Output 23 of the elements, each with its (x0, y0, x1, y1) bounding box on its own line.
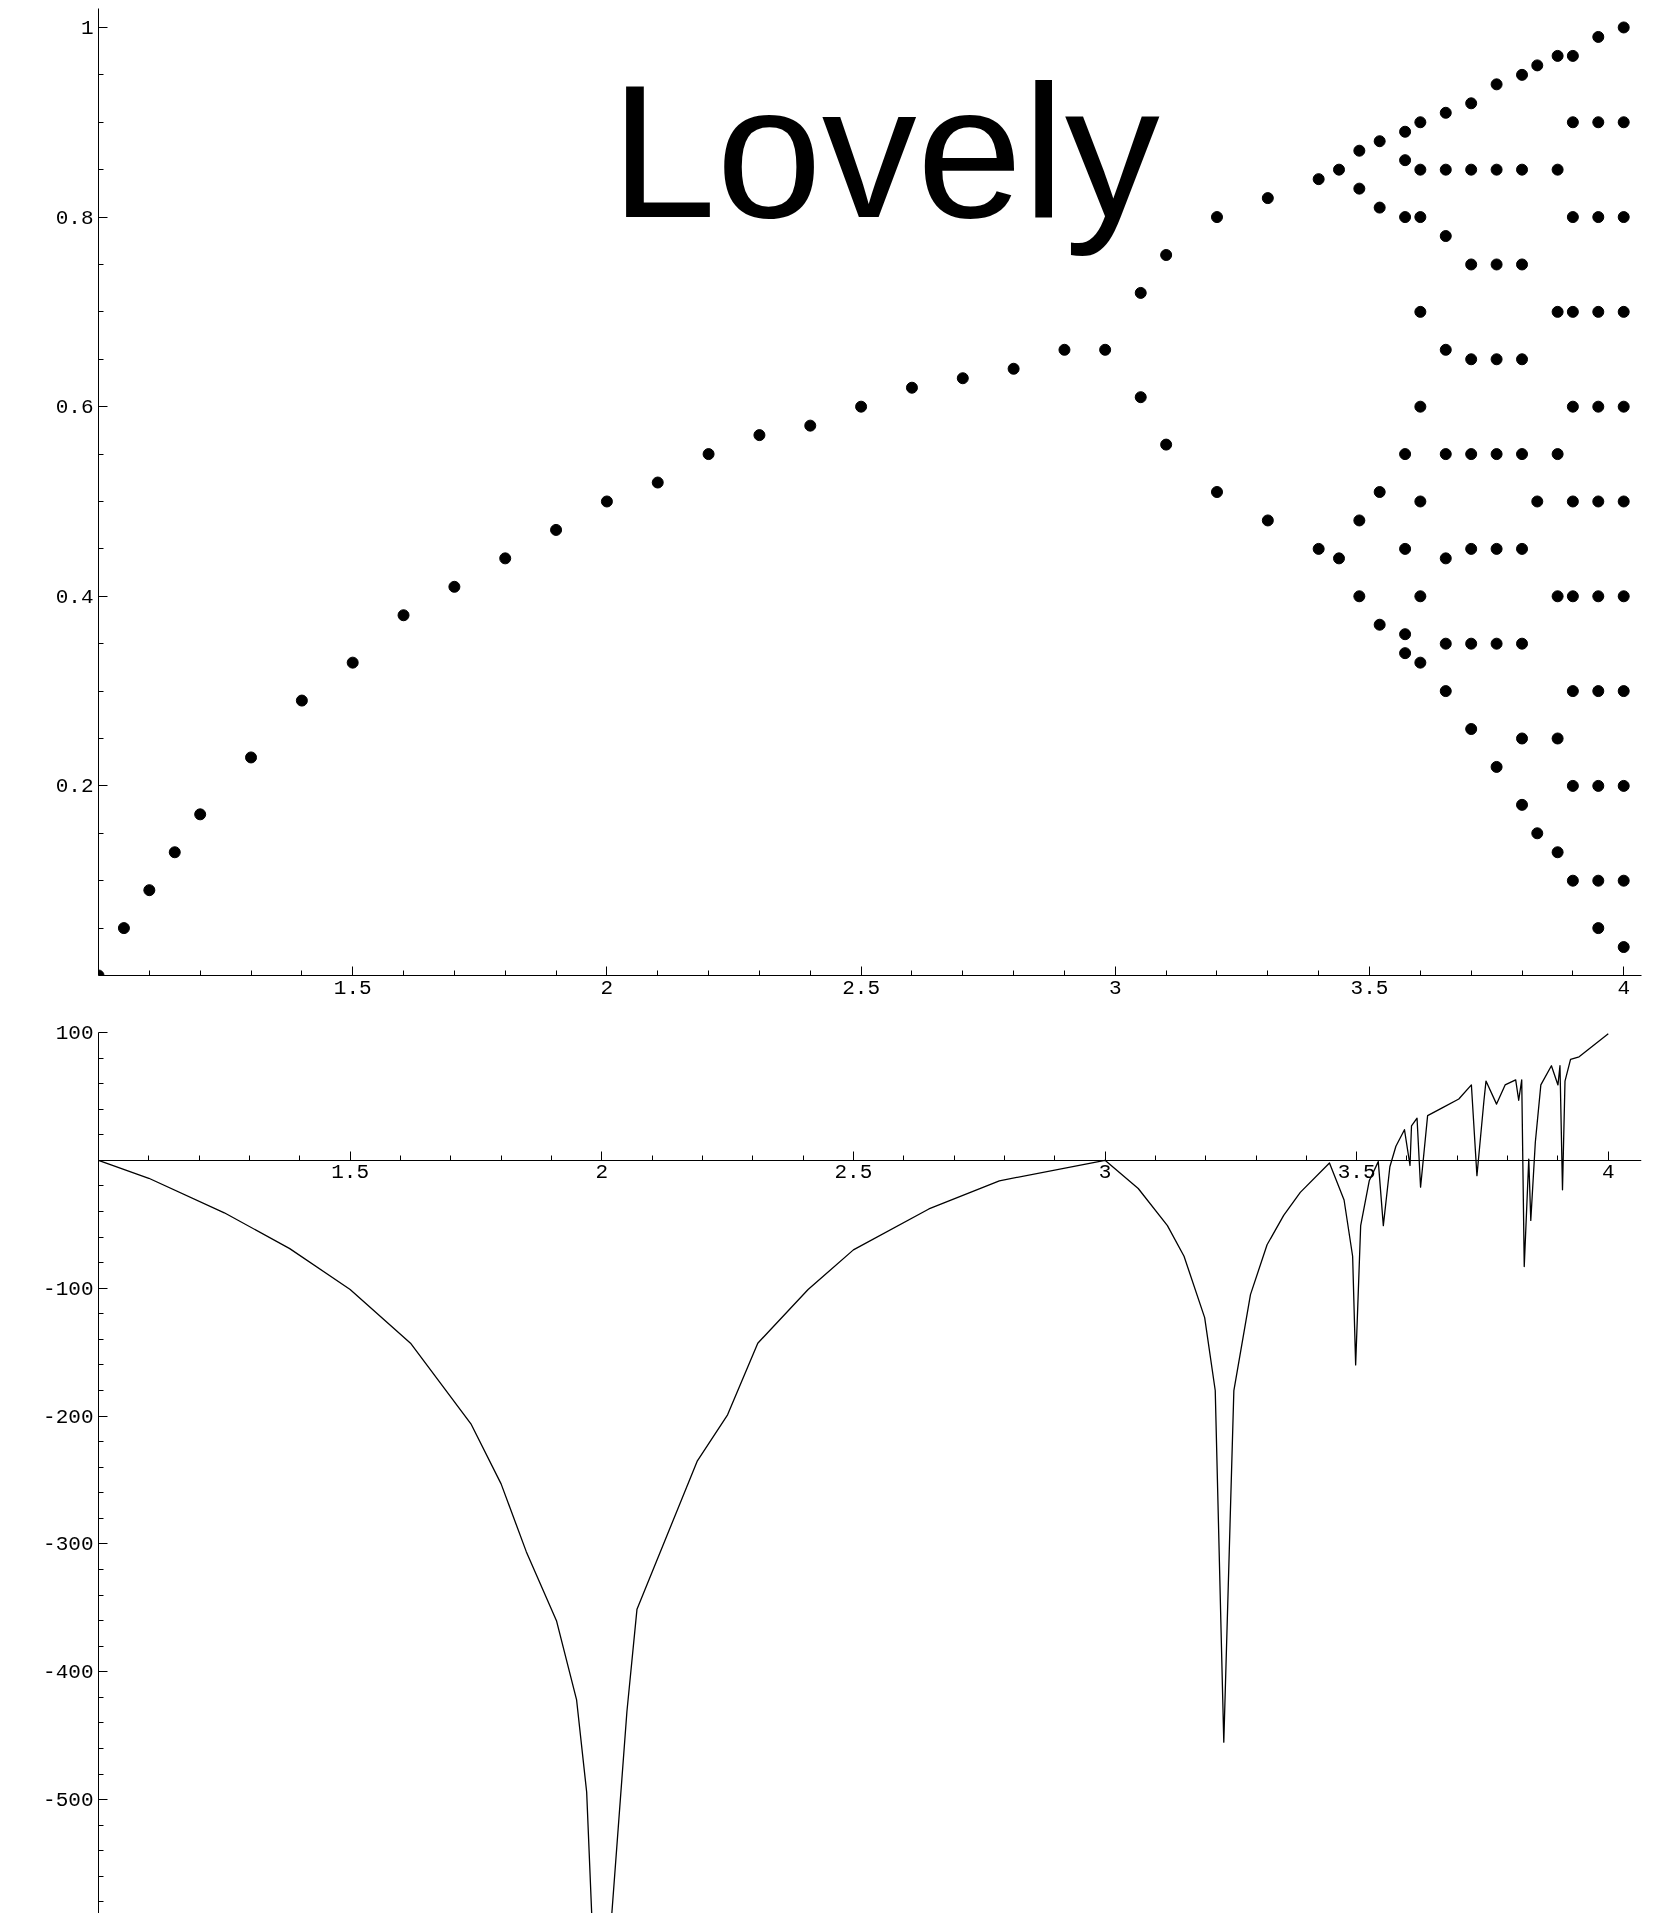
x-tick-label: 2.5 (842, 976, 881, 1000)
y-tick-label: -400 (43, 1661, 94, 1685)
y-tick-label: 0.4 (55, 585, 94, 609)
x-tick-label: 4 (1601, 1161, 1615, 1185)
annotation: Lovely (610, 44, 1160, 257)
x-tick-label: 1.5 (331, 1161, 370, 1185)
y-tick-label: 0.6 (55, 396, 94, 420)
x-tick-label: 2 (600, 976, 614, 1000)
y-tick-label: 0.8 (55, 206, 94, 230)
y-tick-label: -300 (43, 1533, 94, 1557)
y-tick-label: 0.2 (55, 775, 94, 799)
y-tick-label: -500 (43, 1789, 94, 1813)
x-tick-label: 3 (1109, 976, 1122, 1000)
x-tick-label: 2 (595, 1161, 609, 1185)
x-tick-label: 1.5 (333, 976, 372, 1000)
y-tick-label: -100 (43, 1277, 94, 1301)
x-tick-label: 3 (1098, 1161, 1112, 1185)
x-tick-label: 4 (1617, 976, 1631, 1000)
y-tick-label: -200 (43, 1405, 94, 1429)
y-tick-label: 1 (80, 16, 94, 40)
y-tick-label: 100 (55, 1022, 94, 1045)
x-tick-label: 3.5 (1350, 976, 1389, 1000)
x-tick-label: 2.5 (834, 1161, 873, 1185)
